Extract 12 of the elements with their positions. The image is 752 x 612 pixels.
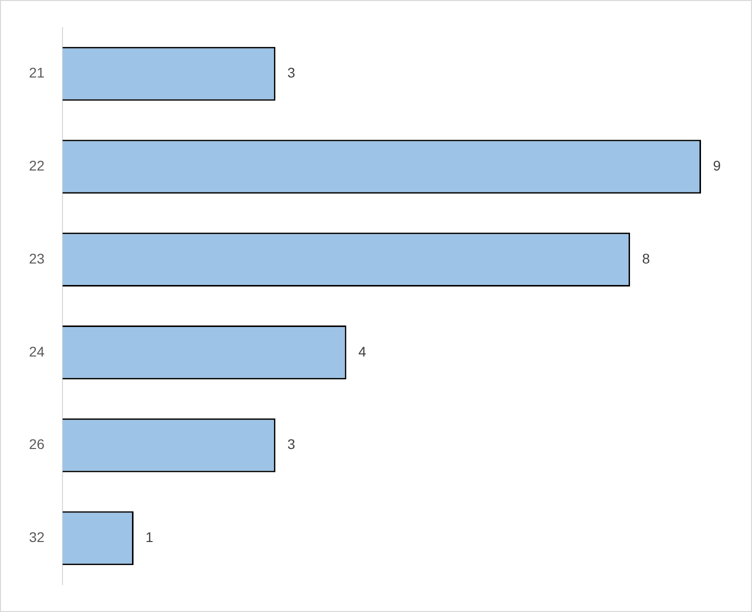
data-label: 3: [287, 436, 296, 452]
y-tick-label: 26: [28, 436, 45, 452]
y-tick-label: 24: [28, 343, 45, 360]
data-label: 9: [713, 158, 721, 174]
data-label: 4: [358, 343, 366, 360]
data-label: 8: [642, 250, 650, 266]
data-label: 1: [146, 529, 154, 546]
y-tick-label: 21: [28, 64, 45, 81]
y-tick-label: 22: [28, 158, 45, 174]
data-label: 3: [287, 64, 296, 81]
y-tick-label: 23: [28, 250, 45, 266]
y-tick-label: 32: [28, 529, 45, 546]
